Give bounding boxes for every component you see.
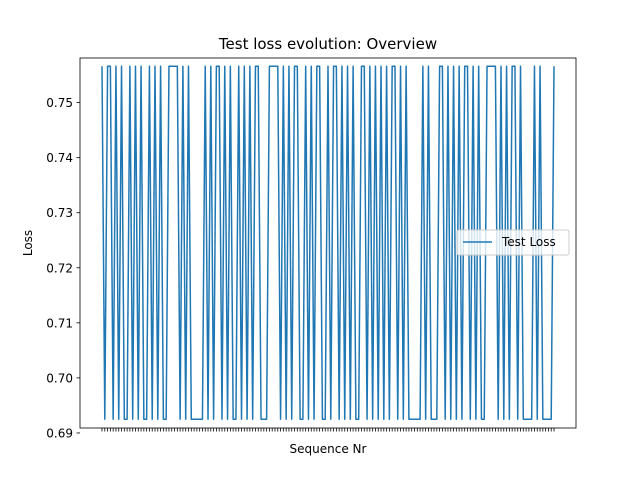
legend-label-test-loss: Test Loss xyxy=(501,235,556,249)
x-axis-ticks xyxy=(101,428,555,432)
y-tick-label: 0.72 xyxy=(46,261,73,275)
y-tick-label: 0.73 xyxy=(46,206,73,220)
y-tick-label: 0.75 xyxy=(46,96,73,110)
axes-frame xyxy=(79,57,577,429)
chart-title: Test loss evolution: Overview xyxy=(218,35,437,53)
y-axis-label: Loss xyxy=(21,230,35,256)
y-tick-label: 0.70 xyxy=(46,371,73,385)
legend: Test Loss xyxy=(456,229,570,256)
y-axis-ticks: 0.69 0.70 0.71 0.72 0.73 0.74 0.75 xyxy=(46,96,80,440)
x-axis-label: Sequence Nr xyxy=(290,442,367,456)
y-tick-label: 0.69 xyxy=(46,426,73,440)
legend-box xyxy=(456,229,570,256)
y-tick-label: 0.71 xyxy=(46,316,73,330)
series-line-test-loss xyxy=(101,65,555,420)
plot-area xyxy=(101,65,555,420)
y-tick-label: 0.74 xyxy=(46,151,73,165)
